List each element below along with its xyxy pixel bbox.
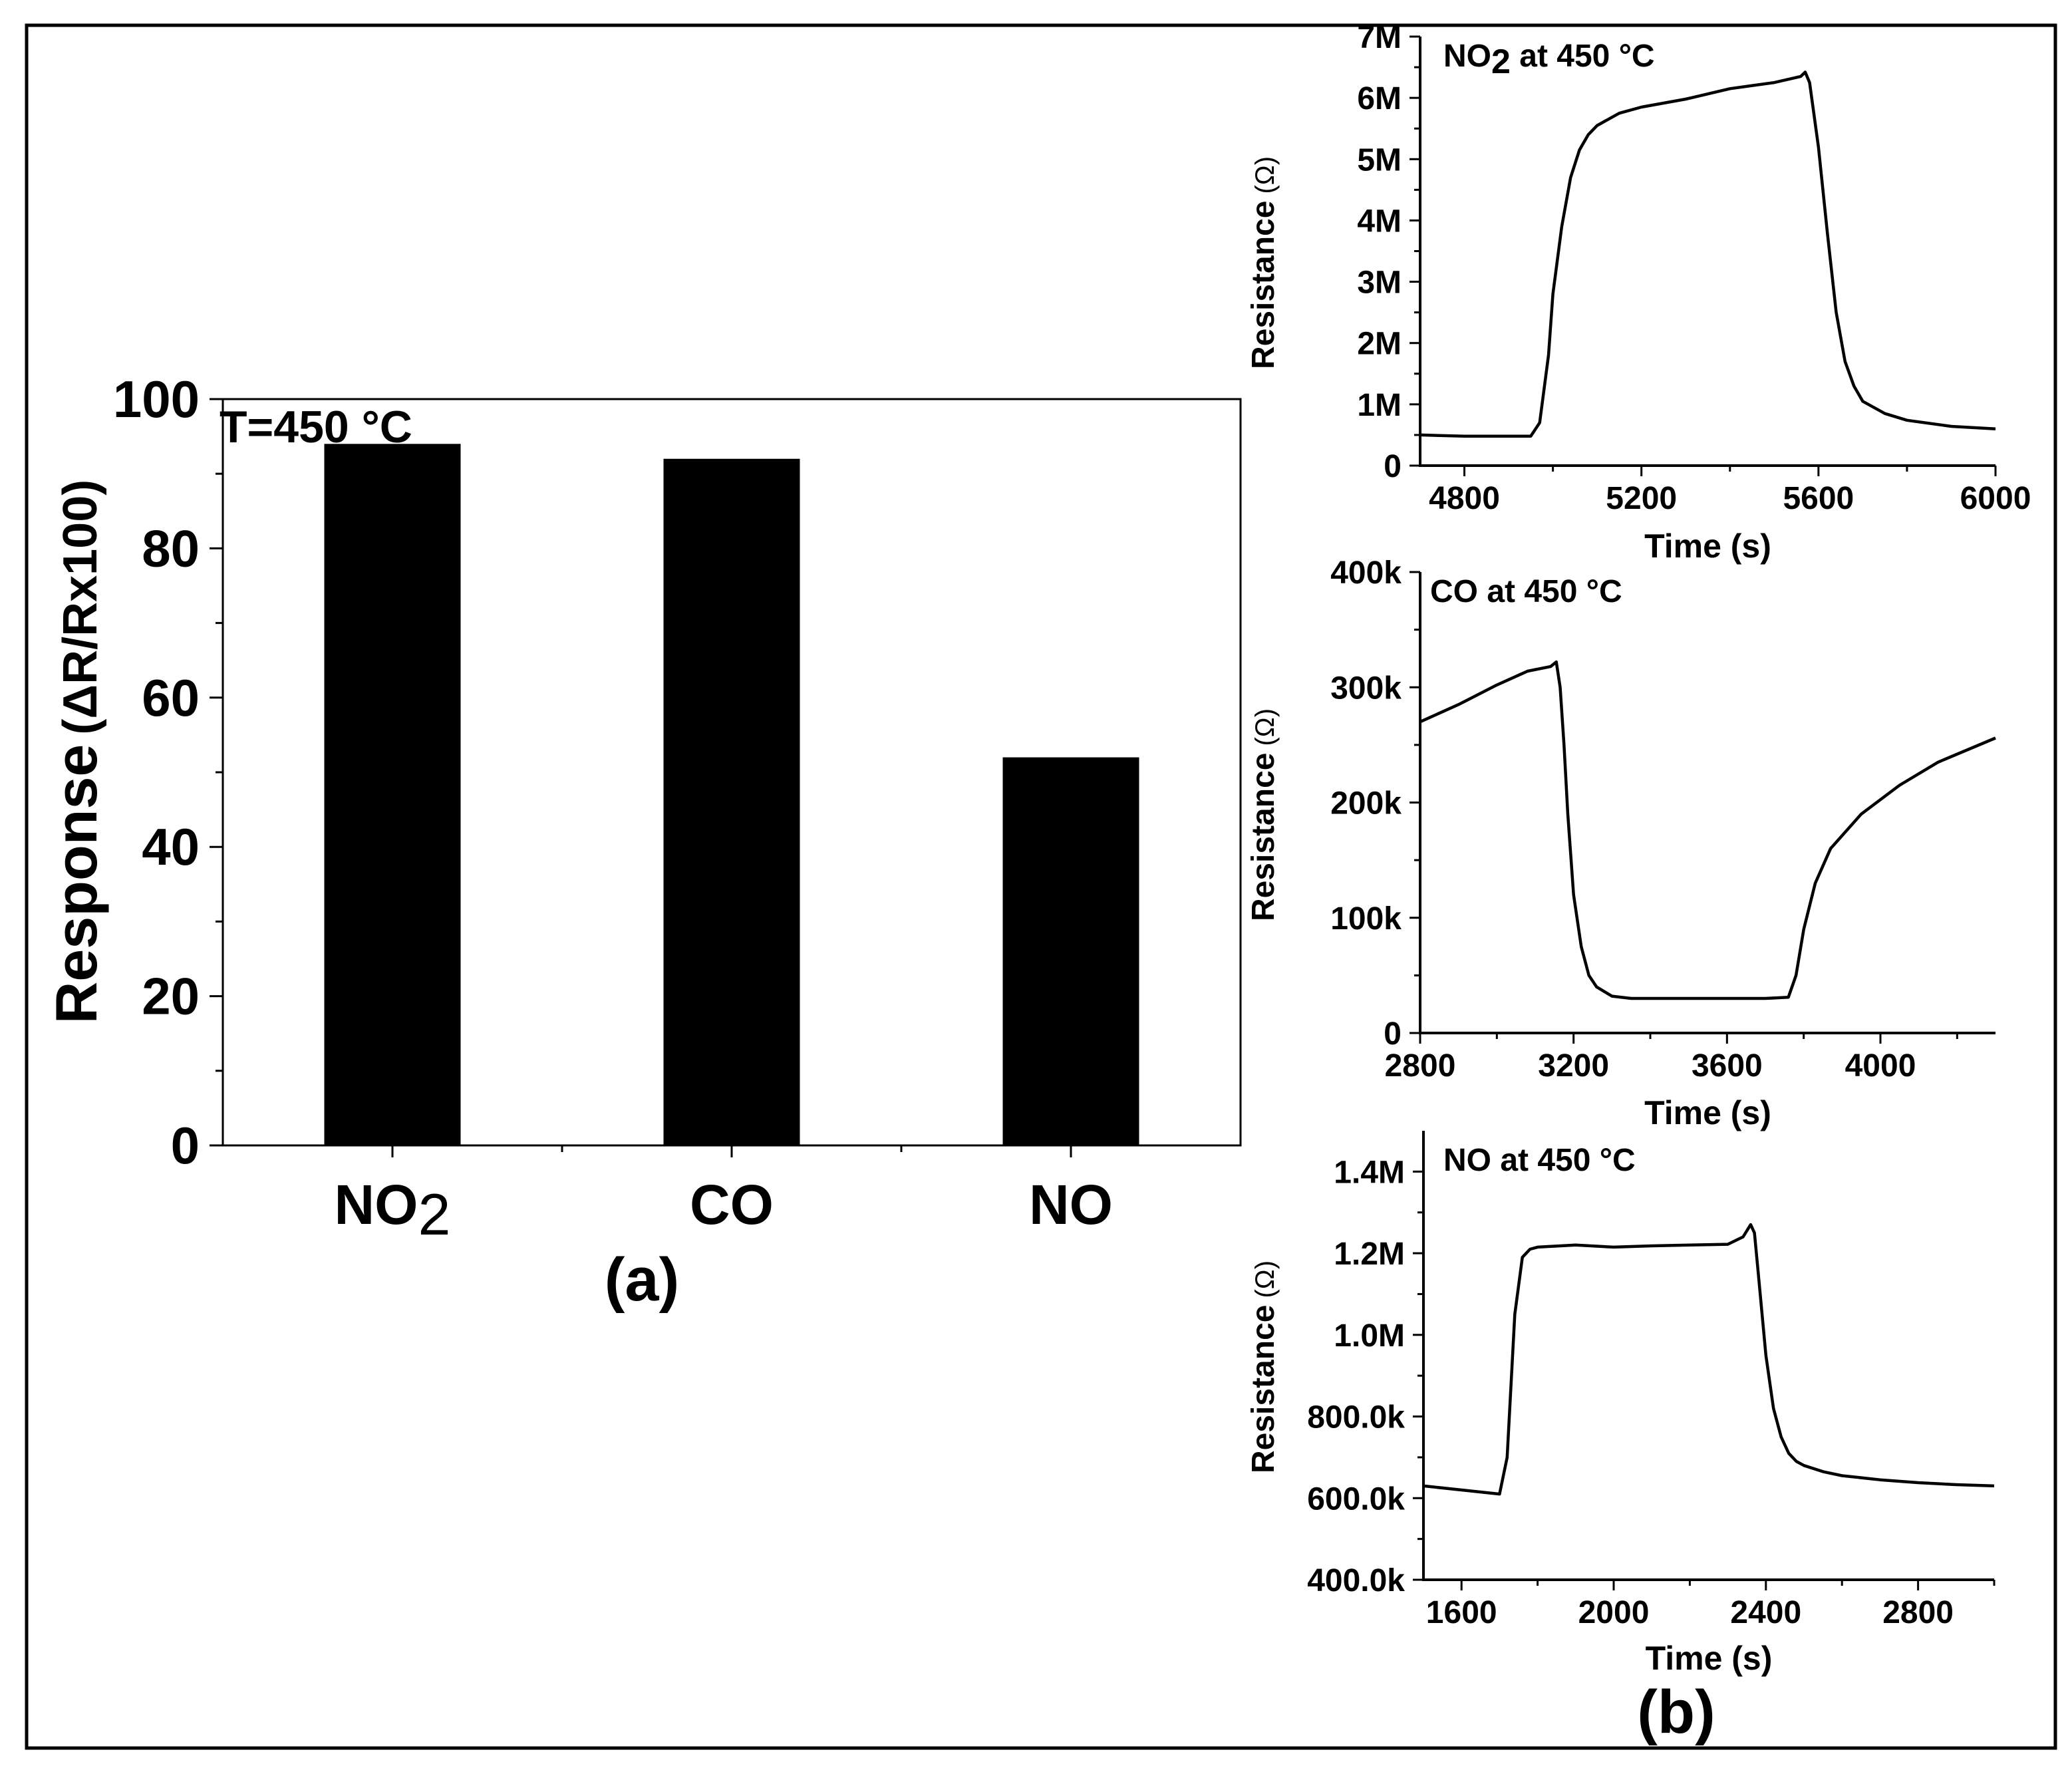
panel-b2-series-line xyxy=(1419,660,1996,1000)
panel-b1-axes xyxy=(1419,37,1996,467)
panel-a-xtick-label: CO xyxy=(690,1173,774,1236)
panel-b3-ytick-label: 1.2M xyxy=(1334,1237,1405,1272)
panel-b2-ytick-label: 300k xyxy=(1330,670,1402,706)
panel-b3-xtick-label: 2000 xyxy=(1578,1595,1650,1630)
panel-b1-xlabel: Time (s) xyxy=(1644,527,1771,565)
panel-b3-xtick-label: 1600 xyxy=(1426,1595,1497,1630)
figure-border xyxy=(25,23,2057,1750)
panel-a-ylabel-main: Response xyxy=(43,744,109,1024)
panel-b3-xlabel: Time (s) xyxy=(1646,1640,1773,1677)
panel-b3-axes xyxy=(1422,1131,1994,1581)
panel-b2-axes xyxy=(1419,572,1996,1034)
panel-b3-ytick-label: 800.0k xyxy=(1307,1400,1405,1435)
panel-b2-line-chart: 0 100k 200k 300k 400k 2800 3200 3600 4000 CO at 4… xyxy=(1246,555,1996,1131)
panel-b1-ytick-label: 3M xyxy=(1357,265,1402,301)
panel-b2-ytick-label: 200k xyxy=(1330,786,1402,821)
panel-a-bar-co xyxy=(663,458,800,1145)
panel-b1-ytick-label: 4M xyxy=(1357,204,1402,239)
panel-b2-xtick-label: 4000 xyxy=(1845,1048,1916,1084)
panel-a-plot-frame xyxy=(222,398,1242,1147)
panel-b-label: (b) xyxy=(1637,1678,1715,1746)
panel-a-bar-no xyxy=(1002,757,1139,1145)
panel-b2-ylabel: Resistance(Ω) xyxy=(1246,708,1281,921)
panel-a-label: (a) xyxy=(605,1246,679,1314)
panel-a-ylabel: Response (ΔR/Rx100) xyxy=(43,480,109,1024)
panel-b3-series-line xyxy=(1423,1223,1995,1496)
panel-b3-ytick-label: 600.0k xyxy=(1307,1481,1405,1517)
panel-b3-line-chart: 400.0k 600.0k 800.0k 1.0M 1.2M 1.4M 1600 2000 24… xyxy=(1246,1131,1996,1677)
panel-b3-xtick-label: 2400 xyxy=(1730,1595,1801,1630)
panel-a-xtick-label: NO2 xyxy=(335,1173,451,1247)
panel-b2-xtick-label: 3600 xyxy=(1692,1048,1763,1084)
panel-b1-series-line xyxy=(1419,71,1996,438)
panel-b2-xtick-label: 3200 xyxy=(1538,1048,1609,1084)
panel-b1-ytick-label: 7M xyxy=(1357,20,1402,55)
panel-b1-ytick-label: 5M xyxy=(1357,142,1402,178)
panel-b1-title: NO2 at 450 °C xyxy=(1443,39,1655,81)
panel-b2-xlabel: Time (s) xyxy=(1644,1094,1771,1131)
panel-b1-ylabel: Resistance(Ω) xyxy=(1246,156,1281,369)
panel-b1-line-chart: 0 1M 2M 3M 4M 5M 6M 7M 4800 5200 5600 6000 NO2 at 45… xyxy=(1246,20,2031,565)
panel-b1-ytick-label: 6M xyxy=(1357,81,1402,116)
panel-a-ytick-label: 100 xyxy=(113,370,200,428)
panel-a-xtick-label: NO xyxy=(1029,1173,1113,1236)
panel-b3-ytick-label: 1.4M xyxy=(1334,1155,1405,1190)
panel-b3-ytick-label: 400.0k xyxy=(1307,1563,1405,1598)
panel-a-ytick-label: 40 xyxy=(142,817,200,876)
panel-b1-xtick-label: 5600 xyxy=(1783,481,1854,516)
panel-b3-xtick-label: 2800 xyxy=(1882,1595,1954,1630)
panel-b1-ytick-label: 0 xyxy=(1384,449,1402,484)
panel-b1-xtick-label: 6000 xyxy=(1960,481,2031,516)
panel-b1-xtick-label: 4800 xyxy=(1429,481,1500,516)
panel-a-ytick-label: 60 xyxy=(142,668,200,727)
panel-b2-ytick-label: 100k xyxy=(1330,901,1402,937)
panel-b2-title: CO at 450 °C xyxy=(1430,574,1622,609)
panel-b1-ytick-label: 2M xyxy=(1357,327,1402,362)
panel-a-ytick-label: 0 xyxy=(171,1116,200,1175)
panel-a-title: T=450 °C xyxy=(220,402,412,452)
panel-a-bar-chart: 0 20 40 60 80 100 T=450 °C NO2 CO NO Response (Δ… xyxy=(43,370,1242,1314)
panel-b3-title: NO at 450 °C xyxy=(1443,1143,1636,1178)
panel-b1-ytick-label: 1M xyxy=(1357,388,1402,423)
panel-a-ytick-label: 20 xyxy=(142,967,200,1026)
panel-a-ytick-label: 80 xyxy=(142,519,200,577)
panel-b2-ytick-label: 400k xyxy=(1330,555,1402,591)
panel-b2-xtick-label: 2800 xyxy=(1385,1048,1456,1084)
panel-a-ylabel-paren: (ΔR/Rx100) xyxy=(54,480,107,735)
panel-b1-xtick-label: 5200 xyxy=(1606,481,1677,516)
panel-a-bar-no2 xyxy=(324,444,461,1145)
panel-b3-ylabel: Resistance(Ω) xyxy=(1246,1260,1281,1473)
panel-b3-ytick-label: 1.0M xyxy=(1334,1318,1405,1354)
panel-b2-ytick-label: 0 xyxy=(1384,1016,1402,1052)
